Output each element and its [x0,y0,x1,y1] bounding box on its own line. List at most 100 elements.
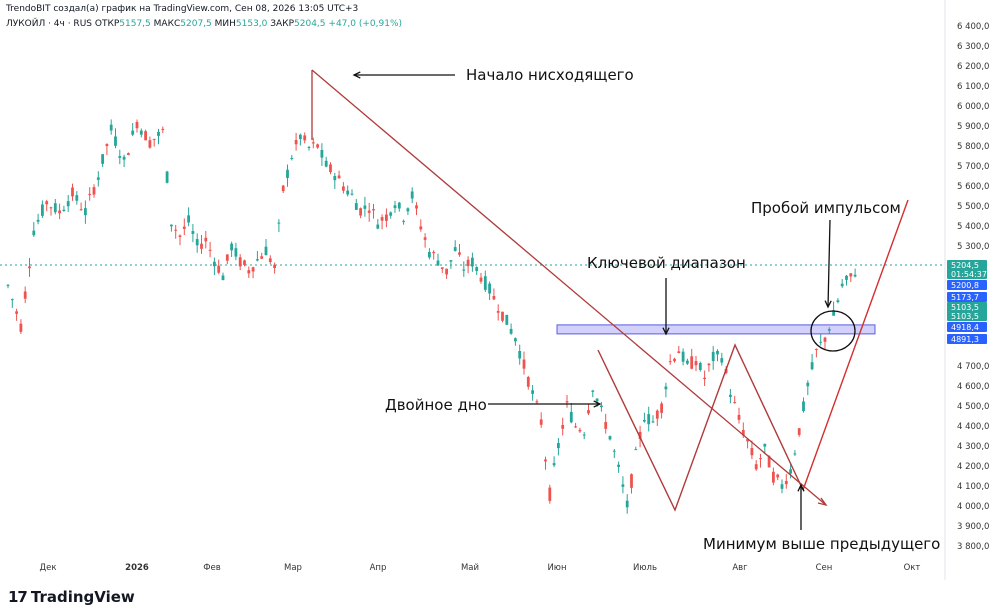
candle-body [148,140,152,148]
candle-body [337,175,341,179]
y-tick-label: 6 100,0 [957,82,989,92]
candle-body [277,222,281,224]
candle-body [92,187,96,195]
candle-body [410,191,414,199]
candle-body [165,171,169,183]
candle-body [19,323,23,332]
candle-body [187,215,190,223]
annotation-downtrend-start: Начало нисходящего [466,66,634,84]
candle-body [28,266,31,269]
candle-body [625,500,629,508]
price-label-text: 5173,7 [951,293,979,302]
candle-body [707,363,711,366]
candle-body [367,210,371,213]
candle-body [428,251,431,258]
candle-body [131,130,135,135]
candle-body [509,328,513,334]
candle-body [643,419,646,422]
y-tick-label: 4 200,0 [957,462,989,472]
candle-body [71,187,74,197]
candle-body [638,431,642,439]
time-axis[interactable]: Дек 2026 Фев Мар Апр Май Июн Июль Авг Сен Окт [39,563,920,573]
candle-body [436,260,440,266]
candle-body [840,283,844,287]
candle-body [303,135,307,141]
price-label-box [947,311,987,321]
candle-body [144,131,147,141]
candle-body [634,449,638,451]
close-label: ЗАКР [270,19,295,29]
y-tick-label: 4 000,0 [957,502,989,512]
candle-body [281,185,285,192]
price-label-text: 5200,8 [951,281,979,290]
tradingview-footer[interactable]: 17 TradingView [8,588,135,606]
price-labels: 5204,501:54:375200,85173,75103,55103,549… [947,260,987,344]
candle-body [479,277,483,282]
candles [6,119,857,514]
candle-body [518,351,522,359]
price-label-box [947,260,987,270]
candle-body [784,480,788,485]
candle-body [105,144,109,147]
candle-body [591,390,595,392]
candle-body [544,459,547,462]
candle-body [389,212,393,216]
x-tick-label: Июн [547,563,566,573]
candle-body [251,267,255,272]
candle-body [376,224,380,229]
price-axis[interactable]: 6 400,0 6 300,0 6 200,0 6 100,0 6 000,0 5 900… [957,22,989,552]
candle-body [440,267,444,269]
candle-body [88,193,92,195]
annotation-arrow-key-range-head [662,327,670,336]
candle-body [780,484,784,489]
candle-body [84,208,87,216]
downtrend-arrowhead [817,497,828,507]
candle-body [849,273,853,277]
candle-body [402,220,405,222]
annotation-arrow-breakout [827,219,831,308]
candle-body [750,447,754,456]
y-tick-label: 5 600,0 [957,182,989,192]
candle-body [651,421,655,423]
price-label-text: 4918,4 [951,323,979,332]
candle-body [557,443,560,449]
candle-body [260,256,264,259]
candle-body [152,138,156,140]
candle-body [359,208,362,216]
y-tick-label: 4 700,0 [957,362,989,372]
breakout-circle [810,310,856,352]
candle-body [741,429,745,436]
candle-body [729,394,732,397]
candle-body [802,401,805,412]
candle-body [574,426,577,428]
y-tick-label: 5 500,0 [957,202,989,212]
candle-body [208,249,212,251]
candle-body [213,261,216,267]
candle-body [170,224,173,227]
annotation-key-range: Ключевой диапазон [587,254,746,272]
candle-body [827,328,831,331]
candle-body [307,146,311,148]
candle-body [243,260,246,265]
y-tick-label: 6 000,0 [957,102,989,112]
candle-body [397,202,401,209]
close-value: 5204,5 [294,19,326,29]
candle-body [75,195,79,201]
candle-body [415,205,418,209]
candle-body [483,276,487,290]
candle-body [737,414,741,420]
candle-body [264,246,268,256]
candle-body [526,377,530,387]
candle-body [488,283,491,294]
candle-body [797,428,801,435]
candle-body [45,201,49,205]
open-value: 5157,5 [119,19,151,29]
candle-body [311,142,315,144]
candle-body [720,358,724,363]
brand-name: TradingView [30,588,135,606]
x-tick-label: Дек [39,563,56,573]
candle-body [475,267,479,272]
candle-body [178,235,182,237]
candle-body [776,474,780,478]
